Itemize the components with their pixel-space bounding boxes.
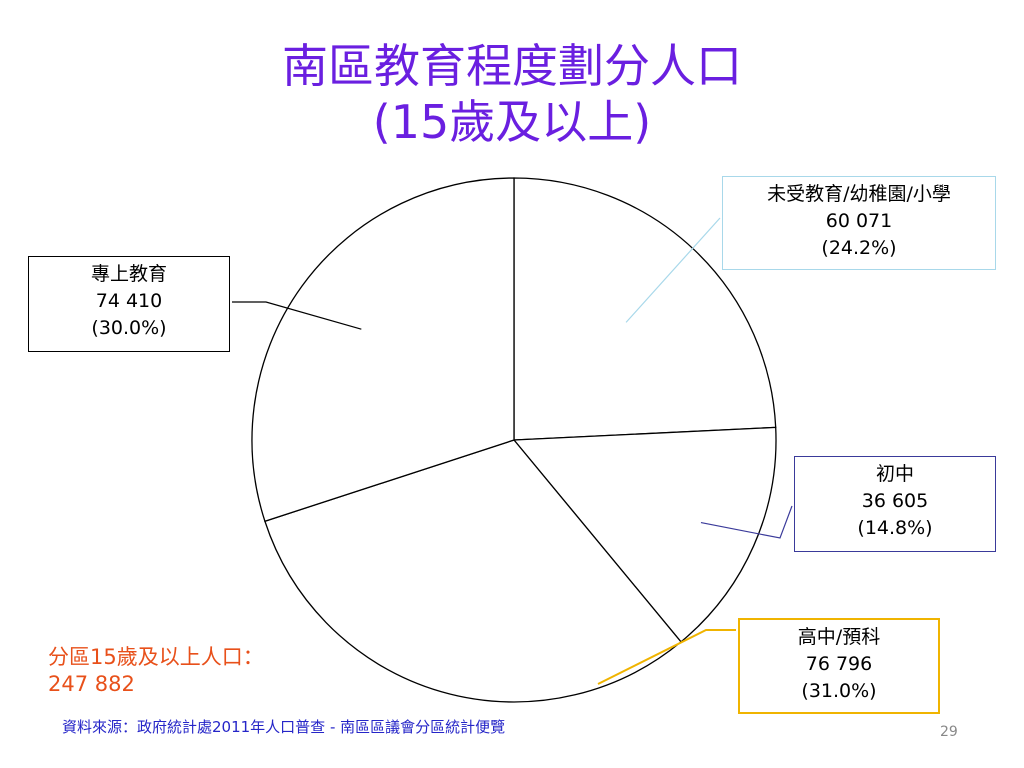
slice-label-value: 60 071 [825,210,893,232]
slice-label-senior-secondary: 高中/預科 76 796 (31.0%) [738,618,940,714]
slice-label-name: 專上教育 [90,263,167,285]
source-caption: 資料來源：政府統計處2011年人口普查 - 南區區議會分區統計便覽 [62,718,506,736]
slice-label-primary: 未受教育/幼稚園/小學 60 071 (24.2%) [722,176,996,270]
title-line-1: 南區教育程度劃分人口 [282,39,742,93]
page-title: 南區教育程度劃分人口 (15歲及以上) [0,38,1024,150]
title-line-2: (15歲及以上) [372,95,652,149]
district-population-note: 分區15歲及以上人口： 247 882 [48,644,264,698]
leader-line-primary [625,217,721,323]
pie-slice-post-secondary [251,177,515,523]
note-line-2: 247 882 [48,672,135,696]
slice-label-percent: (24.2%) [821,237,897,259]
leader-line-senior-secondary [597,629,736,685]
slice-label-name: 初中 [875,463,914,485]
pie-slice-senior-secondary [264,439,682,703]
slice-label-name: 未受教育/幼稚園/小學 [767,183,951,205]
page-number: 29 [940,724,958,740]
slice-label-value: 76 796 [805,653,873,675]
leader-line-post-secondary [232,301,362,330]
slice-label-value: 36 605 [861,490,929,512]
leader-line-junior-secondary [700,505,793,539]
slice-label-name: 高中/預科 [797,626,881,648]
note-line-1: 分區15歲及以上人口： [48,645,264,669]
pie-slice-junior-secondary [512,426,777,643]
slice-label-percent: (30.0%) [91,317,167,339]
slice-label-post-secondary: 專上教育 74 410 (30.0%) [28,256,230,352]
pie-slice-primary [513,177,777,441]
slice-label-percent: (14.8%) [857,517,933,539]
slice-label-value: 74 410 [95,290,163,312]
slice-label-junior-secondary: 初中 36 605 (14.8%) [794,456,996,552]
slice-label-percent: (31.0%) [801,680,877,702]
